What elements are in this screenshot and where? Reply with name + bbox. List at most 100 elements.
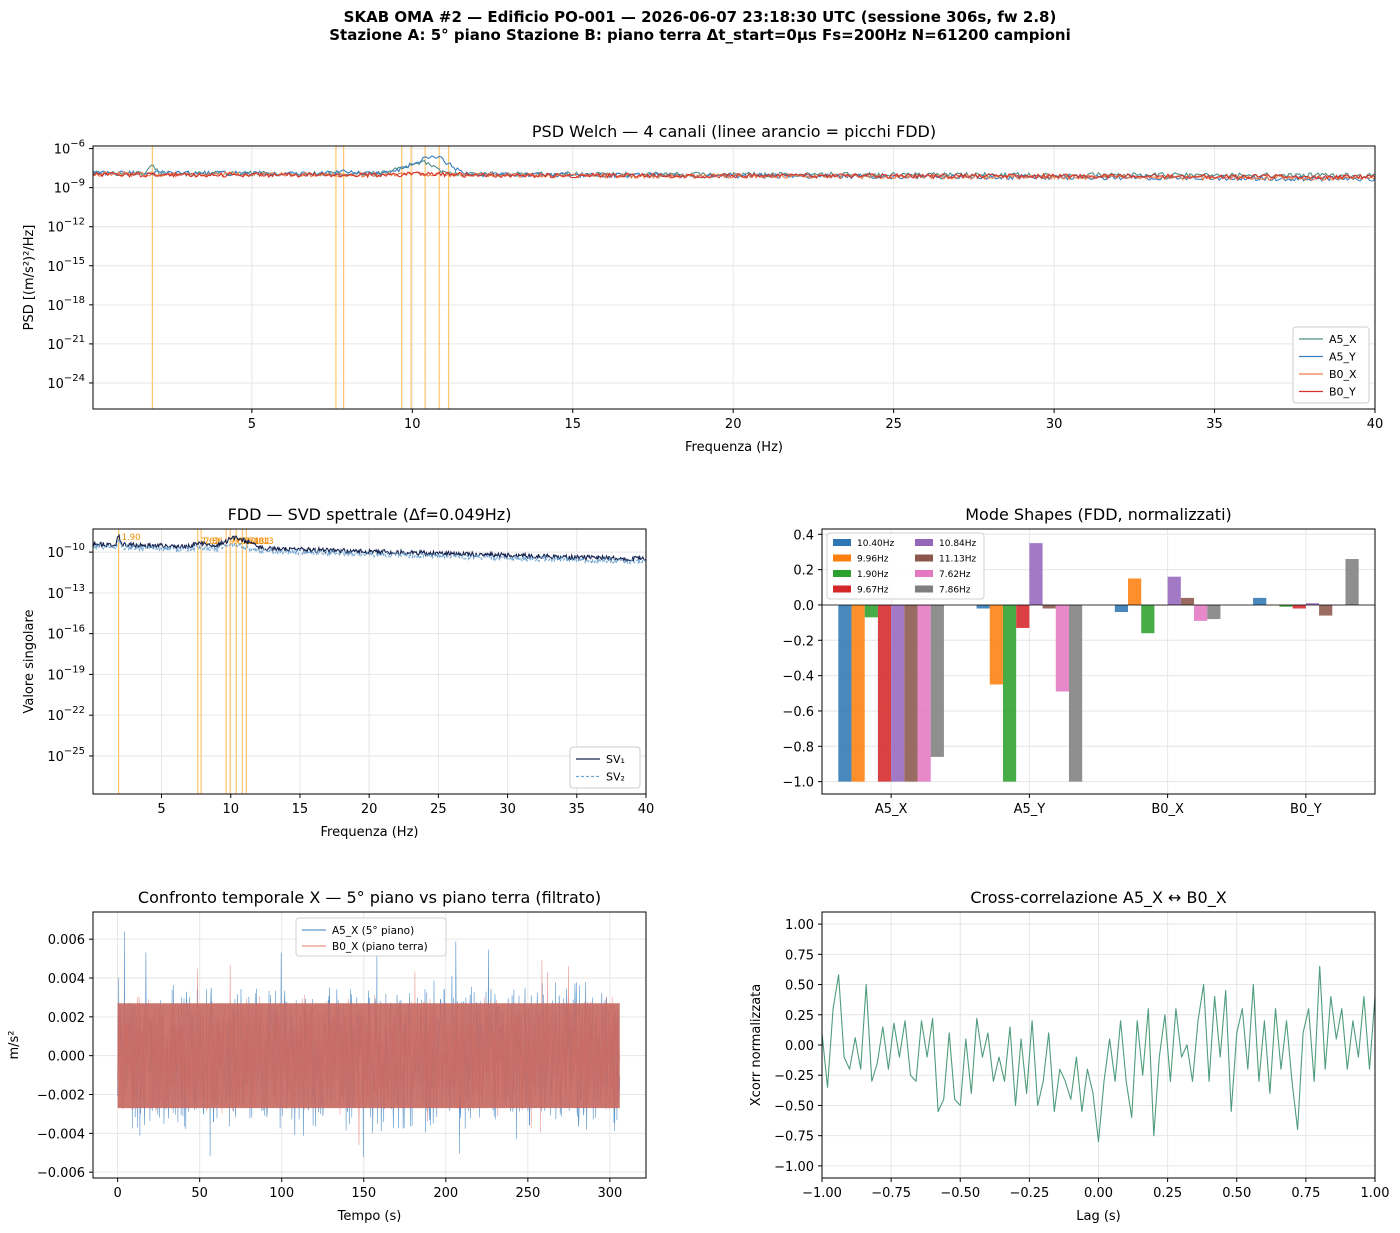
fdd-peak-label: 9.67	[229, 537, 248, 547]
x-tick-label: 150	[351, 1186, 376, 1201]
y-tick-label: −0.25	[774, 1069, 814, 1084]
y-tick-label: −0.8	[782, 740, 814, 755]
bar-11.13Hz-A5_X	[904, 604, 918, 782]
bar-7.86Hz-A5_Y	[1068, 604, 1083, 782]
fdd-peak-label: 10.84	[245, 537, 269, 547]
legend-label: SV₂	[606, 771, 625, 784]
y-tick-base: 10	[47, 668, 64, 683]
plot-border	[92, 528, 647, 795]
x-tick-label: 15	[292, 802, 309, 817]
legend-label: B0_X (piano terra)	[332, 941, 428, 953]
legend-swatch	[915, 585, 933, 593]
fdd-legend: SV₁ SV₂	[569, 746, 641, 789]
bar-9.67Hz-B0_Y	[1292, 604, 1306, 609]
y-tick-label: 0.00	[785, 1039, 814, 1054]
bar-10.84Hz-B0_Y	[1305, 603, 1320, 605]
y-tick-label: 10−6	[54, 139, 85, 158]
modes-title: Mode Shapes (FDD, normalizzati)	[965, 505, 1232, 524]
y-tick-exponent: −18	[64, 295, 85, 306]
bar-9.96Hz-B0_X	[1128, 578, 1142, 605]
x-tick-label: −0.25	[1009, 1186, 1049, 1201]
figure-title-line-2: Stazione A: 5° piano Stazione B: piano t…	[329, 26, 1071, 44]
series-line-SV₁	[92, 533, 647, 563]
legend-box	[295, 917, 447, 957]
psd-xlabel: Frequenza (Hz)	[685, 440, 783, 455]
fdd-title: FDD — SVD spettrale (Δf=0.049Hz)	[228, 505, 512, 524]
y-tick-exponent: −24	[64, 373, 85, 384]
plot-border	[92, 145, 1376, 410]
legend-box	[826, 532, 985, 600]
x-tick-label: 30	[499, 802, 516, 817]
bar-9.67Hz-A5_X	[877, 604, 892, 782]
figure-title: SKAB OMA #2 — Edificio PO-001 — 2026-06-…	[0, 8, 1400, 44]
time-ylabel: m/s²	[7, 1030, 22, 1059]
y-tick-base: 10	[47, 260, 64, 275]
y-tick-label: −1.00	[774, 1160, 814, 1175]
y-tick-exponent: −25	[64, 746, 85, 757]
y-tick-exponent: −19	[64, 664, 85, 675]
legend-label: 7.86Hz	[939, 586, 971, 596]
y-tick-label: 0.002	[48, 1011, 85, 1026]
legend-label: B0_Y	[1329, 386, 1356, 399]
legend-label: B0_X	[1329, 368, 1357, 381]
y-tick-label: 10−18	[47, 295, 85, 314]
legend-swatch	[833, 585, 851, 593]
y-tick-label: −0.002	[37, 1089, 85, 1104]
psd-grid	[93, 146, 1376, 409]
bar-1.90Hz-B0_X	[1141, 604, 1155, 634]
x-tick-label: 0.00	[1084, 1186, 1113, 1201]
bar-11.13Hz-A5_Y	[1042, 604, 1056, 609]
x-tick-label: −0.75	[871, 1186, 911, 1201]
x-tick-label: 0.75	[1291, 1186, 1320, 1201]
y-tick-label: 0.25	[785, 1009, 814, 1024]
bar-10.40Hz-A5_X	[838, 604, 852, 782]
y-tick-exponent: −15	[64, 256, 85, 267]
legend-label: 9.96Hz	[857, 555, 889, 565]
x-tick-label: 50	[191, 1186, 208, 1201]
y-tick-label: 10−22	[47, 705, 85, 724]
bar-7.62Hz-A5_Y	[1055, 604, 1069, 692]
bar-10.40Hz-B0_Y	[1253, 597, 1267, 605]
y-tick-base: 10	[47, 377, 64, 392]
bar-7.86Hz-A5_X	[930, 604, 944, 757]
legend-box	[569, 746, 641, 789]
bar-9.96Hz-A5_X	[851, 604, 865, 782]
y-tick-label: −0.50	[774, 1099, 814, 1114]
legend-swatch	[915, 570, 933, 577]
x-tick-label: 15	[564, 417, 581, 432]
xcorr-line	[821, 965, 1376, 1143]
y-tick-base: 10	[47, 750, 64, 765]
y-tick-base: 10	[47, 299, 64, 314]
x-tick-label: −0.50	[940, 1186, 980, 1201]
plot-border	[821, 911, 1376, 1179]
x-tick-label: 5	[248, 417, 256, 432]
modes-legend: 10.40Hz 9.96Hz 1.90Hz 9.67Hz 10.84Hz 11.13Hz 7…	[826, 532, 985, 600]
y-tick-label: −0.75	[774, 1130, 814, 1145]
x-tick-label: 5	[157, 802, 165, 817]
modes-axes: Mode Shapes (FDD, normalizzati) 0.4 0.2 0.0…	[782, 505, 1376, 817]
x-tick-label: 250	[515, 1186, 540, 1201]
y-tick-exponent: −22	[64, 705, 85, 716]
plot-border	[821, 528, 1376, 795]
x-tick-label: 1.00	[1361, 1186, 1390, 1201]
psd-title: PSD Welch — 4 canali (linee arancio = pi…	[532, 122, 936, 141]
y-tick-exponent: −9	[70, 178, 85, 189]
y-tick-label: 10−16	[47, 624, 85, 643]
x-tick-label: 25	[885, 417, 902, 432]
bar-9.67Hz-A5_Y	[1016, 604, 1030, 628]
xcorr-ylabel: Xcorr normalizzata	[749, 984, 764, 1106]
x-tick-label: 40	[1367, 417, 1384, 432]
y-tick-label: 10−13	[47, 583, 85, 602]
fdd-grid	[93, 529, 647, 794]
bar-1.90Hz-A5_Y	[1002, 604, 1017, 782]
plot-border	[92, 911, 647, 1179]
x-tick-label: A5_X	[875, 802, 908, 817]
fdd-peak-label: 1.90	[122, 533, 141, 543]
bar-9.96Hz-A5_Y	[989, 604, 1003, 685]
xcorr-title: Cross-correlazione A5_X ↔ B0_X	[970, 888, 1226, 908]
series-line-B0_X	[92, 170, 1375, 182]
bar-10.84Hz-B0_X	[1167, 576, 1181, 605]
y-tick-exponent: −10	[64, 542, 85, 553]
legend-box	[1292, 326, 1370, 404]
x-tick-label: 300	[597, 1186, 622, 1201]
